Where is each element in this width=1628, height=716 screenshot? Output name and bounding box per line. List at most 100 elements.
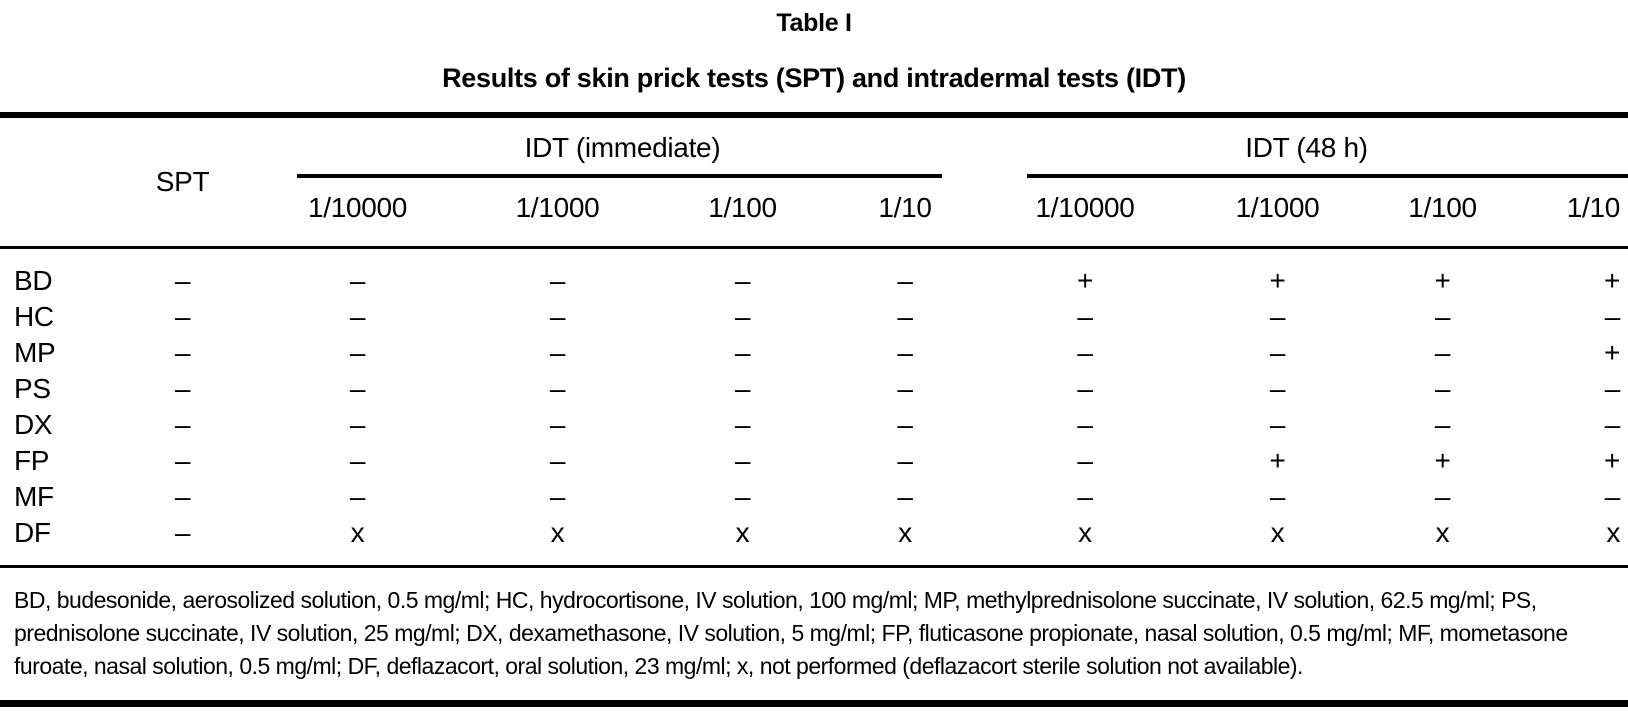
table-label: Table I xyxy=(776,9,852,37)
group-header-row: SPT IDT (immediate) IDT (48 h) xyxy=(0,115,1628,197)
idt-48h-result-cell: – xyxy=(1604,373,1621,404)
drug-label: MP xyxy=(14,337,56,368)
idt-immediate-result-cell: – xyxy=(734,409,751,440)
abbreviations-footnote: BD, budesonide, aerosolized solution, 0.… xyxy=(14,587,1568,679)
spt-result-cell: – xyxy=(174,265,191,296)
idt-immediate-result-cell: – xyxy=(897,337,913,368)
table-row: DF – x x x x x x x x xyxy=(0,515,1628,567)
group-rule xyxy=(297,174,942,178)
spt-result-cell: – xyxy=(174,517,191,548)
idt-48h-result-cell: – xyxy=(1434,481,1451,512)
idt-48h-result-cell: x xyxy=(1435,517,1450,548)
idt-immediate-result-cell: – xyxy=(549,481,566,512)
dilution-header-imm-1-10000: 1/10000 xyxy=(307,192,408,223)
dilution-header-48h-1-10: 1/10 xyxy=(1566,192,1621,223)
idt-48h-result-cell: x xyxy=(1078,517,1092,548)
idt-immediate-result-cell: x xyxy=(550,517,565,548)
idt-48h-result-cell: – xyxy=(1269,481,1286,512)
drug-label: DF xyxy=(14,517,51,548)
idt-48h-result-cell: – xyxy=(1077,301,1093,332)
dilution-header-48h-1-1000: 1/1000 xyxy=(1235,192,1320,223)
idt-48h-result-cell: x xyxy=(1606,517,1621,548)
table-row: HC – – – – – – – – – xyxy=(0,299,1628,335)
idt-immediate-result-cell: – xyxy=(549,373,566,404)
idt-48h-result-cell: – xyxy=(1269,373,1286,404)
idt-immediate-result-cell: – xyxy=(549,265,566,296)
idt-immediate-result-cell: – xyxy=(549,301,566,332)
idt-48h-result-cell: – xyxy=(1434,337,1451,368)
spt-result-cell: – xyxy=(174,373,191,404)
corner-cell xyxy=(0,115,105,178)
idt-48h-result-cell: – xyxy=(1434,301,1451,332)
idt-48h-result-cell: + xyxy=(1603,445,1621,476)
group-label-idt-immediate: IDT (immediate) xyxy=(524,132,721,163)
table-row: DX – – – – – – – – – xyxy=(0,407,1628,443)
idt-48h-result-cell: + xyxy=(1269,445,1286,476)
idt-immediate-result-cell: – xyxy=(734,301,751,332)
column-group-idt-immediate: IDT (immediate) xyxy=(260,115,985,178)
drug-label: FP xyxy=(14,445,50,476)
table-body: BD – – – – – + + + + HC – – – – – – – – … xyxy=(0,248,1628,567)
idt-48h-result-cell: – xyxy=(1604,481,1621,512)
idt-immediate-result-cell: – xyxy=(349,481,366,512)
idt-immediate-result-cell: – xyxy=(349,409,366,440)
idt-immediate-result-cell: – xyxy=(897,409,913,440)
idt-immediate-result-cell: – xyxy=(734,481,751,512)
idt-48h-result-cell: + xyxy=(1434,445,1451,476)
idt-immediate-result-cell: – xyxy=(349,265,366,296)
corner-cell xyxy=(0,178,105,248)
idt-48h-result-cell: – xyxy=(1269,337,1286,368)
drug-label: PS xyxy=(14,373,51,404)
idt-48h-result-cell: + xyxy=(1603,337,1621,368)
idt-48h-result-cell: + xyxy=(1434,265,1451,296)
spt-result-cell: – xyxy=(174,301,191,332)
idt-immediate-result-cell: – xyxy=(734,337,751,368)
dilution-header-48h-1-100: 1/100 xyxy=(1408,192,1477,223)
idt-48h-result-cell: – xyxy=(1604,409,1621,440)
idt-48h-result-cell: – xyxy=(1434,409,1451,440)
idt-48h-result-cell: + xyxy=(1269,265,1286,296)
idt-immediate-result-cell: – xyxy=(897,481,913,512)
table-row: FP – – – – – – + + + xyxy=(0,443,1628,479)
idt-48h-result-cell: x xyxy=(1270,517,1285,548)
idt-48h-result-cell: – xyxy=(1434,373,1451,404)
bottom-rule xyxy=(0,700,1628,707)
results-table: SPT IDT (immediate) IDT (48 h) 1/10000 1… xyxy=(0,112,1628,568)
idt-immediate-result-cell: – xyxy=(549,337,566,368)
idt-48h-result-cell: – xyxy=(1077,445,1093,476)
group-label-idt-48h: IDT (48 h) xyxy=(1245,132,1368,163)
table-row: MF – – – – – – – – – xyxy=(0,479,1628,515)
idt-immediate-result-cell: – xyxy=(349,373,366,404)
drug-label: HC xyxy=(14,301,54,332)
idt-immediate-result-cell: – xyxy=(349,301,366,332)
dilution-header-imm-1-100: 1/100 xyxy=(708,192,777,223)
table-row: BD – – – – – + + + + xyxy=(0,248,1628,300)
idt-48h-result-cell: – xyxy=(1077,337,1093,368)
idt-immediate-result-cell: – xyxy=(349,445,366,476)
spt-result-cell: – xyxy=(174,337,191,368)
idt-immediate-result-cell: – xyxy=(897,373,913,404)
idt-48h-result-cell: – xyxy=(1269,409,1286,440)
idt-immediate-result-cell: – xyxy=(897,445,913,476)
idt-48h-result-cell: – xyxy=(1077,481,1093,512)
spt-result-cell: – xyxy=(174,445,191,476)
idt-48h-result-cell: + xyxy=(1076,265,1094,296)
drug-label: DX xyxy=(14,409,53,440)
spt-result-cell: – xyxy=(174,409,191,440)
group-rule xyxy=(1027,174,1628,178)
idt-immediate-result-cell: – xyxy=(734,265,751,296)
idt-immediate-result-cell: – xyxy=(349,337,366,368)
idt-immediate-result-cell: x xyxy=(350,517,365,548)
idt-48h-result-cell: – xyxy=(1077,373,1093,404)
dilution-header-imm-1-10: 1/10 xyxy=(878,192,932,223)
idt-immediate-result-cell: – xyxy=(549,409,566,440)
table-header: SPT IDT (immediate) IDT (48 h) 1/10000 1… xyxy=(0,115,1628,248)
idt-immediate-result-cell: – xyxy=(897,301,913,332)
spt-result-cell: – xyxy=(174,481,191,512)
idt-48h-result-cell: + xyxy=(1603,265,1621,296)
table-row: PS – – – – – – – – – xyxy=(0,371,1628,407)
drug-label: MF xyxy=(14,481,54,512)
dilution-header-48h-1-10000: 1/10000 xyxy=(1035,192,1135,223)
idt-immediate-result-cell: x xyxy=(898,517,912,548)
